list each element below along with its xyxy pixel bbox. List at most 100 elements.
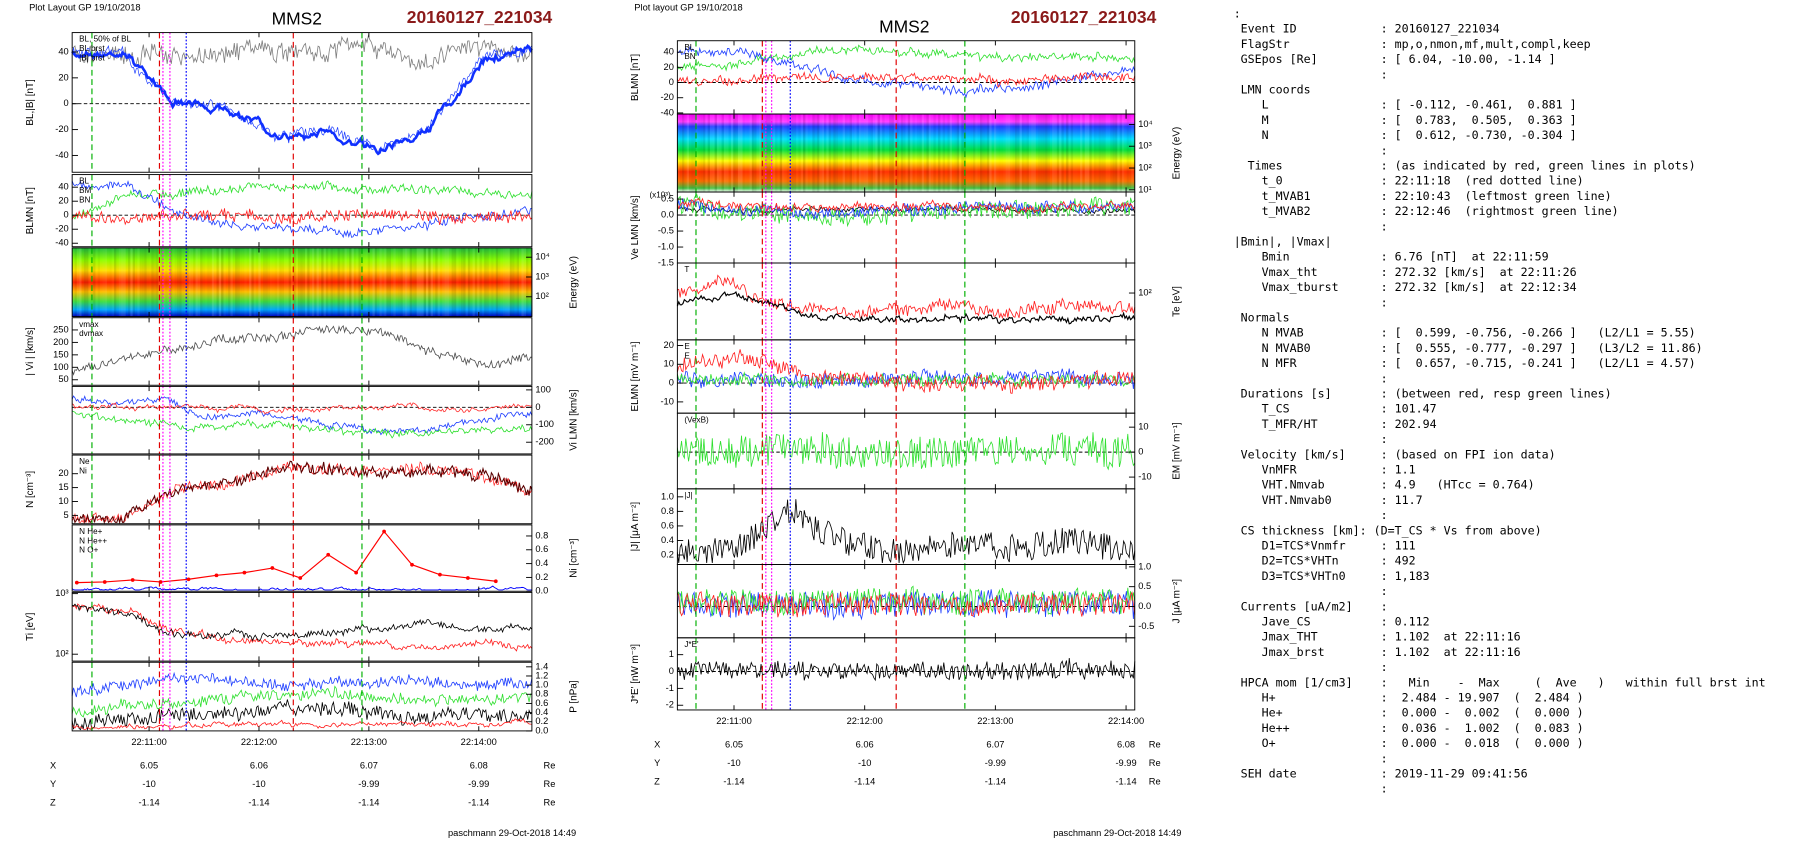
spectrogram-stripe xyxy=(311,247,315,317)
trace-dot xyxy=(130,578,135,582)
y-tick-label: -10 xyxy=(660,396,673,406)
spectrogram-stripe xyxy=(347,248,349,317)
spectrogram-stripe xyxy=(333,248,335,317)
y-tick-label: 10¹ xyxy=(1138,184,1151,194)
spectrogram-stripe xyxy=(721,114,724,193)
trace xyxy=(71,461,533,524)
spectrogram-stripe xyxy=(421,247,424,317)
spectrogram-stripe xyxy=(79,247,82,317)
spectrogram-stripe xyxy=(437,247,440,317)
spectrogram-stripe xyxy=(139,247,142,317)
ephemeris-unit: Re xyxy=(544,760,556,770)
summary-line: t_MVAB1 : 22:10:43 (leftmost green line) xyxy=(1234,189,1612,203)
spectrogram-stripe xyxy=(130,247,133,317)
spectrogram-stripe xyxy=(757,114,759,192)
y-tick-label: 0.2 xyxy=(535,572,548,582)
y-axis-label: Energy (eV) xyxy=(1171,127,1182,180)
spectrogram-stripe xyxy=(803,114,806,193)
spectrogram-stripe xyxy=(926,114,929,193)
spectrogram-stripe xyxy=(277,247,280,317)
y-tick-label: -20 xyxy=(55,224,68,234)
y-tick-label: -40 xyxy=(55,238,68,248)
trace-dot xyxy=(493,579,498,584)
legend-entry: BL xyxy=(79,177,89,186)
y-tick-label: 20 xyxy=(58,468,68,478)
spectrogram-stripe xyxy=(1073,114,1075,192)
spectrogram-stripe xyxy=(169,247,173,317)
spectrogram-stripe xyxy=(440,248,442,317)
spectrogram-stripe xyxy=(826,114,829,193)
spectrogram-stripe xyxy=(377,248,379,317)
spectrogram-stripe xyxy=(209,248,211,317)
spectrogram-stripe xyxy=(942,114,946,193)
trace xyxy=(677,45,1136,99)
spectrogram-stripe xyxy=(975,114,977,192)
spectrogram-stripe xyxy=(999,114,1001,192)
spectrogram-stripe xyxy=(161,248,163,317)
y-tick-label: -200 xyxy=(535,437,554,447)
spectrogram-stripe xyxy=(1084,114,1088,193)
y-axis-label: J*E' [nW m⁻³] xyxy=(630,644,641,704)
spectrogram-stripe xyxy=(743,114,745,192)
spectrogram-stripe xyxy=(844,114,848,193)
spectrogram-stripe xyxy=(928,114,932,193)
spectrogram-stripe xyxy=(875,114,878,193)
summary-line: N MVAB0 : [ 0.555, -0.777, -0.297 ] (L3/… xyxy=(1234,341,1703,355)
trace xyxy=(71,603,533,642)
summary-line: : xyxy=(1234,584,1388,598)
spectrogram-stripe xyxy=(381,247,385,317)
legend-entry: N He+ xyxy=(79,527,103,536)
spectrogram-stripe xyxy=(193,248,195,317)
spectrogram-stripe xyxy=(740,114,743,193)
spectrogram-stripe xyxy=(330,247,333,317)
spectrogram-stripe xyxy=(442,247,445,317)
spectrogram-stripe xyxy=(954,114,956,192)
spectrogram-stripe xyxy=(712,114,715,193)
ephemeris-unit: Re xyxy=(1149,739,1161,749)
ephemeris-name: Y xyxy=(50,779,56,789)
spectrogram-stripe xyxy=(733,114,736,193)
spectrogram-stripe xyxy=(1106,114,1108,192)
legend-entry: J*E' xyxy=(684,640,699,649)
x-tick-label: 22:12:00 xyxy=(241,737,277,747)
summary-line: t_0 : 22:11:18 (red dotted line) xyxy=(1234,174,1584,188)
spectrogram-stripe xyxy=(351,247,354,317)
spectrogram-stripe xyxy=(840,114,842,192)
axis-note: (x10³) xyxy=(649,191,671,200)
spectrogram-stripe xyxy=(270,248,272,317)
spectrogram-stripe xyxy=(1005,114,1008,193)
summary-line: Durations [s] : (between red, resp green… xyxy=(1234,386,1612,400)
summary-line: CS thickness [km]: (D=T_CS * Vs from abo… xyxy=(1234,523,1542,537)
y-axis-label: N [cm⁻³] xyxy=(25,471,36,508)
y-tick-label: 0.0 xyxy=(661,210,674,220)
spectrogram-stripe xyxy=(135,248,137,317)
spectrogram-stripe xyxy=(1092,114,1094,192)
trace xyxy=(676,194,1136,228)
spectrogram-stripe xyxy=(899,114,901,192)
plot-title: MMS2 xyxy=(272,8,322,28)
spectrogram-stripe xyxy=(93,247,96,317)
spectrogram-stripe xyxy=(104,247,108,317)
spectrogram-stripe xyxy=(737,114,741,193)
spectrogram-stripe xyxy=(765,114,769,193)
spectrogram-stripe xyxy=(821,114,825,193)
y-tick-label: 0.2 xyxy=(535,716,548,726)
plot-footer: paschmann 29-Oct-2018 14:49 xyxy=(1053,828,1181,838)
spectrogram-stripe xyxy=(885,114,887,192)
spectrogram-stripe xyxy=(335,248,337,317)
legend-entry: BN xyxy=(79,195,90,204)
spectrogram-stripe xyxy=(374,247,378,317)
spectrogram-stripe xyxy=(915,114,917,192)
trace-dot xyxy=(102,580,107,584)
summary-line: D1=TCS*Vnmfr : 111 xyxy=(1234,538,1416,552)
spectrogram-stripe xyxy=(304,247,308,317)
spectrogram-stripe xyxy=(700,114,703,193)
plot-title: MMS2 xyxy=(879,17,929,37)
spectrogram-stripe xyxy=(833,114,836,193)
y-axis-label: |J| [μA m⁻²] xyxy=(630,502,641,552)
spectrogram-stripe xyxy=(680,114,682,192)
spectrogram-stripe xyxy=(484,247,487,317)
spectrogram-stripe xyxy=(772,114,776,193)
spectrogram-stripe xyxy=(1003,114,1005,192)
spectrogram-stripe xyxy=(319,248,321,317)
